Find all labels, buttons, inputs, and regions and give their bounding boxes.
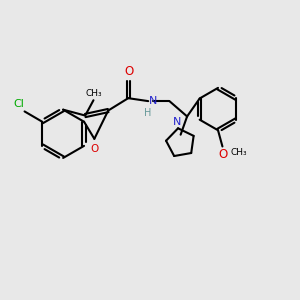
Text: Cl: Cl [14, 99, 25, 109]
Text: CH₃: CH₃ [86, 89, 102, 98]
Text: H: H [144, 108, 152, 118]
Text: N: N [149, 96, 157, 106]
Text: N: N [173, 117, 181, 127]
Text: CH₃: CH₃ [230, 148, 247, 157]
Text: O: O [218, 148, 228, 160]
Text: O: O [90, 144, 98, 154]
Text: O: O [124, 65, 134, 78]
